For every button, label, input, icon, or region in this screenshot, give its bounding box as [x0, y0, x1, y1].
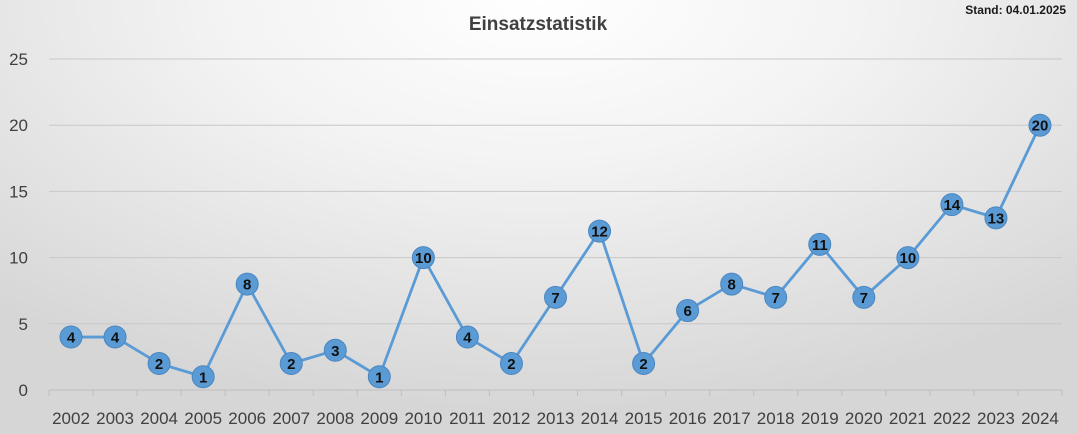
data-label: 14	[944, 197, 961, 214]
data-point	[455, 325, 479, 349]
x-tick-label: 2014	[581, 409, 619, 428]
stand-date: Stand: 04.01.2025	[965, 3, 1066, 17]
data-label: 6	[683, 303, 691, 320]
data-point	[896, 246, 920, 270]
chart-title: Einsatzstatistik	[469, 14, 608, 35]
data-label: 4	[67, 330, 76, 347]
data-point	[147, 352, 171, 376]
series-line	[71, 124, 1042, 379]
x-tick-label: 2023	[977, 409, 1015, 428]
x-tick-label: 2020	[845, 409, 883, 428]
y-tick-label: 5	[19, 315, 28, 334]
x-tick-label: 2021	[889, 409, 927, 428]
data-point	[940, 193, 964, 217]
x-tick-label: 2008	[316, 409, 354, 428]
x-tick-label: 2002	[52, 409, 90, 428]
data-point	[59, 325, 83, 349]
data-label: 10	[415, 250, 432, 267]
data-label: 4	[111, 330, 120, 347]
data-label: 11	[812, 237, 828, 254]
data-label: 1	[375, 369, 383, 386]
gridlines	[49, 58, 1062, 325]
data-point	[984, 206, 1008, 230]
x-tick-label: 2024	[1021, 409, 1059, 428]
y-tick-label: 20	[9, 116, 28, 135]
x-tick-label: 2018	[757, 409, 795, 428]
data-label: 10	[900, 250, 917, 267]
data-label: 3	[331, 343, 339, 360]
data-label: 8	[728, 277, 736, 294]
data-point	[323, 338, 347, 362]
x-tick-label: 2003	[96, 409, 134, 428]
data-point	[103, 325, 127, 349]
data-label: 7	[772, 290, 780, 307]
data-label: 13	[988, 210, 1005, 227]
data-label: 1	[199, 369, 207, 386]
data-label: 12	[591, 224, 608, 241]
y-tick-label: 25	[9, 50, 28, 69]
x-tick-label: 2005	[184, 409, 222, 428]
x-tick-label: 2012	[493, 409, 531, 428]
data-point	[852, 285, 876, 309]
data-point	[720, 272, 744, 296]
x-tick-label: 2016	[669, 409, 707, 428]
x-tick-label: 2009	[360, 409, 398, 428]
data-point	[279, 352, 303, 376]
series-line-layer	[71, 124, 1042, 379]
x-tick-label: 2011	[449, 409, 486, 428]
data-point	[588, 219, 612, 243]
x-tick-label: 2019	[801, 409, 839, 428]
data-labels: 4 4 2 1 8 2 3 1 10 4 2 7 12 2 6 8 7 11 7 10 14 13 20	[67, 118, 1048, 387]
data-label: 2	[155, 356, 163, 373]
data-point	[808, 232, 832, 256]
data-point	[499, 352, 523, 376]
data-point	[367, 365, 391, 389]
data-label: 8	[243, 277, 251, 294]
x-tick-label: 2022	[933, 409, 971, 428]
data-label: 2	[507, 356, 515, 373]
y-tick-label: 0	[19, 381, 28, 400]
x-tick-label: 2013	[537, 409, 575, 428]
data-label: 7	[860, 290, 868, 307]
x-tick-label: 2006	[228, 409, 266, 428]
x-tick-label: 2017	[713, 409, 751, 428]
data-point	[191, 365, 215, 389]
data-point	[1028, 113, 1052, 137]
x-tick-label: 2004	[140, 409, 178, 428]
data-label: 2	[639, 356, 647, 373]
data-point	[411, 246, 435, 270]
x-tick-label: 2015	[625, 409, 663, 428]
data-point	[676, 299, 700, 323]
markers	[59, 113, 1052, 389]
x-tick-label: 2010	[404, 409, 442, 428]
data-point	[544, 285, 567, 309]
y-tick-label: 15	[9, 182, 28, 201]
y-tick-label: 10	[9, 249, 28, 268]
data-label: 7	[551, 290, 559, 307]
data-label: 4	[463, 330, 472, 347]
data-label: 20	[1032, 118, 1049, 135]
axes: 0 5 10 15 20 25 2002 2003 2004 2005 2006 2007 2008 20…	[9, 50, 1063, 428]
data-point	[632, 352, 656, 376]
data-point	[764, 285, 788, 309]
data-label: 2	[287, 356, 295, 373]
x-tick-label: 2007	[272, 409, 310, 428]
data-point	[235, 272, 259, 296]
